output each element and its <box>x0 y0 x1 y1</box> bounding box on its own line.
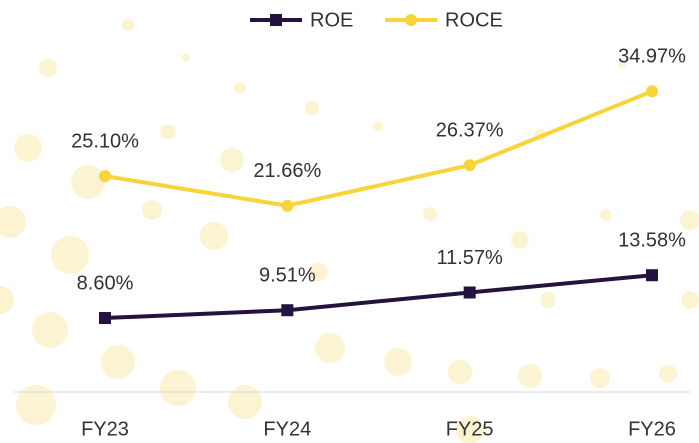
point <box>99 312 111 325</box>
series-line <box>104 89 653 208</box>
data-label: 11.57% <box>436 247 503 269</box>
data-label: 13.58% <box>618 229 686 251</box>
x-tick-label: FY26 <box>628 418 676 440</box>
background-bubbles <box>0 19 699 443</box>
data-label: 26.37% <box>436 119 504 141</box>
data-label: 8.60% <box>77 272 134 294</box>
x-tick-label: FY23 <box>81 418 129 440</box>
legend-label: ROCE <box>445 9 503 31</box>
data-label: 34.97% <box>618 46 686 68</box>
point <box>99 170 111 183</box>
data-label: 21.66% <box>253 160 321 182</box>
point <box>463 286 476 299</box>
point <box>281 304 294 317</box>
legend-marker <box>405 14 417 26</box>
data-label: 9.51% <box>259 264 316 286</box>
legend-marker <box>270 14 282 26</box>
point <box>281 199 294 212</box>
x-tick-label: FY24 <box>263 418 311 440</box>
point <box>646 269 658 282</box>
data-label: 25.10% <box>71 130 139 152</box>
series-line <box>104 273 653 321</box>
legend-label: ROE <box>310 9 353 31</box>
point <box>463 159 476 172</box>
point <box>646 85 658 98</box>
x-tick-label: FY25 <box>446 418 494 440</box>
